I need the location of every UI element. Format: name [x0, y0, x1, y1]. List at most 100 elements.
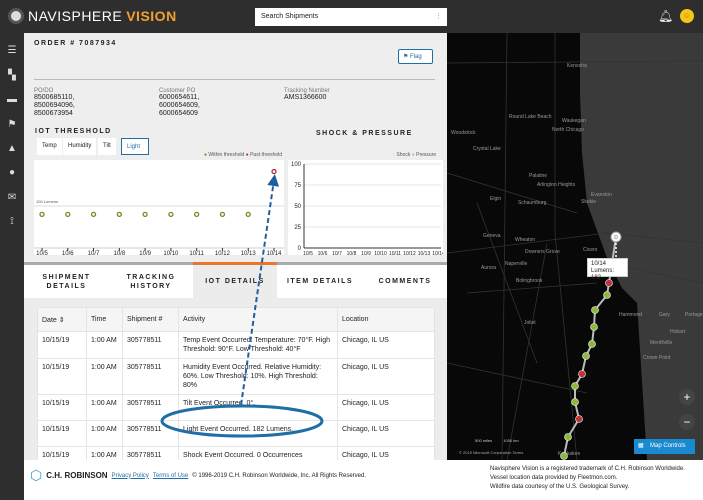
- shock-pressure-title: SHOCK & PRESSURE: [316, 130, 413, 137]
- light-legend: ● Within threshold ● Past threshold: [204, 152, 283, 158]
- tab-tracking-history[interactable]: TRACKING HISTORY: [126, 273, 176, 290]
- place-label: Waukegan: [562, 118, 586, 124]
- place-label: Palatine: [529, 173, 547, 179]
- privacy-policy-link[interactable]: Privacy Policy: [111, 472, 149, 479]
- date-cell: 10/15/19: [37, 420, 87, 447]
- location-cell: Chicago, IL US: [337, 394, 435, 421]
- x-tick-label: 10/12: [403, 251, 416, 255]
- date-cell: 10/15/19: [37, 394, 87, 421]
- terms-link[interactable]: Terms of Use: [152, 472, 189, 479]
- tab-light[interactable]: Light: [121, 138, 149, 155]
- place-label: Naperville: [505, 261, 527, 267]
- origin-marker: [610, 231, 622, 243]
- flag-icon[interactable]: ⚑: [7, 119, 17, 130]
- table-row[interactable]: 10/15/19 1:00 AM 305778511 Humidity Event O…: [37, 358, 435, 395]
- alert-icon[interactable]: ▲: [7, 143, 17, 154]
- table-row[interactable]: 10/15/19 1:00 AM 305778511 Light Event Occu…: [37, 420, 435, 447]
- activity-cell: Temp Event Occurred. Temperature: 70°F. …: [178, 331, 338, 359]
- place-label: Joliet: [524, 320, 536, 326]
- place-label: Elgin: [490, 196, 501, 202]
- search-input[interactable]: Search Shipments ⋮: [255, 8, 447, 26]
- x-tick-label: 10/10: [374, 251, 387, 255]
- tab-humidity[interactable]: Humidity: [63, 138, 97, 155]
- bell-icon[interactable]: 🔔︎: [658, 9, 674, 23]
- zoom-out-button[interactable]: −: [679, 414, 695, 430]
- data-point: [219, 211, 226, 218]
- ch-robinson-logo-icon: ⬡: [30, 467, 43, 483]
- navisphere-logo[interactable]: NAVISPHERE VISION: [8, 8, 177, 24]
- x-tick-label: 10/5: [36, 251, 48, 255]
- place-label: Downers Grove: [525, 249, 560, 255]
- flag-button[interactable]: ⚑ Flag: [398, 49, 433, 64]
- column-time: Time: [86, 307, 123, 332]
- light-chart: 100 Lumens 10/5 10/6 10/7 10/8 10/9 10/10 10/11…: [34, 160, 284, 255]
- tab-tilt[interactable]: Tilt: [98, 138, 116, 155]
- sensor-icon[interactable]: ⟟: [10, 216, 14, 227]
- po-do-field: PO/DO 8500685110, 8500694096, 8500673954: [34, 88, 75, 117]
- tab-item-details[interactable]: ITEM DETAILS: [286, 278, 354, 285]
- tab-shipment-details[interactable]: SHIPMENT DETAILS: [42, 273, 91, 290]
- x-tick-label: 10/13: [241, 251, 257, 255]
- lake-michigan: [580, 33, 703, 460]
- grid-icon: ▦: [638, 443, 644, 449]
- place-label: Merrillville: [650, 340, 672, 346]
- brand-name: NAVISPHERE: [28, 8, 123, 24]
- route-point: [591, 306, 599, 314]
- threshold-label: 100 Lumens: [36, 199, 58, 204]
- map-tooltip: 10/14 Lumens: 182: [587, 258, 628, 281]
- sidebar: ☰ ▚ ▬ ⚑ ▲ ● ✉ ⟟: [0, 33, 24, 500]
- tab-iot-details[interactable]: IOT DETAILS: [193, 262, 277, 298]
- y-tick-label: 75: [294, 183, 301, 189]
- table-row[interactable]: 10/15/19 1:00 AM 305778511 Tilt Event Occur…: [37, 394, 435, 421]
- activity-cell: Light Event Occurred. 182 Lumens.: [178, 420, 338, 447]
- column-date[interactable]: Date ⇕: [37, 307, 87, 332]
- list-icon[interactable]: ▬: [7, 94, 17, 105]
- column-location: Location: [337, 307, 435, 332]
- data-point: [245, 211, 251, 218]
- mail-icon[interactable]: ✉: [7, 192, 17, 203]
- map-copyright: © 2019 Microsoft Corporation Terms: [459, 450, 524, 455]
- place-label: Hammond: [619, 312, 642, 318]
- flag-icon: ⚑: [403, 54, 411, 60]
- data-point: [142, 211, 148, 218]
- route-point: [564, 433, 572, 441]
- data-point: [90, 211, 97, 218]
- more-options-icon[interactable]: ⋮: [435, 13, 442, 20]
- shock-legend: ● Shock ● Pressure: [392, 152, 437, 158]
- dashboard-icon[interactable]: ▚: [8, 70, 16, 81]
- footer: ⬡ C.H. ROBINSON Privacy Policy Terms of …: [24, 460, 447, 500]
- route-point: [582, 352, 590, 360]
- place-label: Evanston: [591, 192, 612, 198]
- column-activity: Activity: [178, 307, 338, 332]
- shipment-cell: 305778511: [122, 394, 179, 421]
- map[interactable]: Kenosha Round Lake Beach Waukegan North Chi…: [447, 33, 703, 460]
- route-point: [571, 382, 579, 390]
- user-icon[interactable]: ●: [8, 167, 16, 178]
- x-tick-label: 10/6: [62, 251, 74, 255]
- location-cell: Chicago, IL US: [337, 331, 435, 359]
- date-cell: 10/15/19: [37, 331, 87, 359]
- x-tick-label: 10/11: [389, 251, 401, 255]
- x-tick-label: 10/5: [303, 251, 313, 255]
- map-controls-button[interactable]: ▦ Map Controls: [634, 439, 695, 454]
- place-label: Kenosha: [567, 63, 587, 69]
- shock-pressure-chart: 0 25 50 75 100 10/5 10/6 10/7 10/8 10/9 10/10 10/11…: [288, 160, 443, 255]
- data-point: [39, 211, 45, 218]
- place-label: Crystal Lake: [473, 146, 501, 152]
- user-avatar[interactable]: ☺: [680, 9, 694, 23]
- tab-comments[interactable]: COMMENTS: [378, 278, 432, 285]
- x-tick-label: 10/7: [332, 251, 342, 255]
- place-label: Gary: [659, 312, 670, 318]
- detail-tabs: SHIPMENT DETAILS TRACKING HISTORY IOT DE…: [24, 262, 447, 298]
- place-label: Round Lake Beach: [509, 114, 552, 120]
- tab-temp[interactable]: Temp: [37, 138, 62, 155]
- menu-icon[interactable]: ☰: [7, 45, 17, 56]
- place-label: Aurora: [481, 265, 496, 271]
- shipment-cell: 305778511: [122, 420, 179, 447]
- divider: [34, 79, 435, 80]
- time-cell: 1:00 AM: [86, 358, 123, 395]
- data-point: [116, 211, 122, 218]
- zoom-in-button[interactable]: +: [679, 389, 695, 405]
- table-row[interactable]: 10/15/19 1:00 AM 305778511 Temp Event Occur…: [37, 331, 435, 359]
- map-canvas[interactable]: Kenosha Round Lake Beach Waukegan North Chi…: [447, 33, 703, 460]
